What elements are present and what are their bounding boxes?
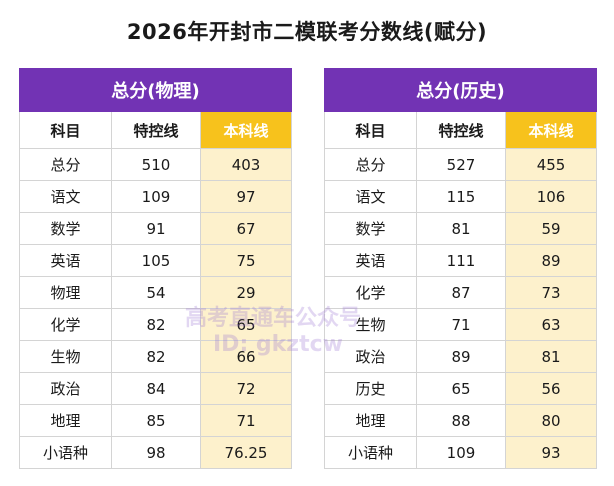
undergrad-line-cell: 76.25 xyxy=(199,436,293,469)
column-header-subject: 科目 xyxy=(324,111,417,149)
special-line-cell: 105 xyxy=(111,244,201,277)
undergrad-line-cell: 72 xyxy=(199,372,293,405)
special-line-cell: 111 xyxy=(416,244,506,277)
subject-cell: 化学 xyxy=(324,276,417,309)
undergrad-line-cell: 67 xyxy=(199,212,293,245)
column-header-special-line: 特控线 xyxy=(416,111,506,149)
undergrad-line-cell: 66 xyxy=(199,340,293,373)
special-line-cell: 98 xyxy=(111,436,201,469)
table-row: 小语种 98 76.25 xyxy=(19,436,293,469)
table-row: 生物 82 66 xyxy=(19,340,293,373)
column-header-special-line: 特控线 xyxy=(111,111,201,149)
special-line-cell: 54 xyxy=(111,276,201,309)
special-line-cell: 510 xyxy=(111,148,201,181)
undergrad-line-cell: 80 xyxy=(504,404,598,437)
undergrad-line-cell: 97 xyxy=(199,180,293,213)
table-row: 总分 510 403 xyxy=(19,148,293,181)
column-header-subject: 科目 xyxy=(19,111,112,149)
table-row: 总分 527 455 xyxy=(324,148,598,181)
undergrad-line-cell: 403 xyxy=(199,148,293,181)
table-row: 历史 65 56 xyxy=(324,372,598,405)
subject-cell: 化学 xyxy=(19,308,112,341)
subject-cell: 小语种 xyxy=(324,436,417,469)
table-row: 地理 88 80 xyxy=(324,404,598,437)
special-line-cell: 89 xyxy=(416,340,506,373)
special-line-cell: 84 xyxy=(111,372,201,405)
page-title: 2026年开封市二模联考分数线(赋分) xyxy=(126,20,488,44)
undergrad-line-cell: 75 xyxy=(199,244,293,277)
table-row: 英语 105 75 xyxy=(19,244,293,277)
table-band-title: 总分(历史) xyxy=(323,68,598,112)
subject-cell: 数学 xyxy=(19,212,112,245)
subject-cell: 地理 xyxy=(324,404,417,437)
special-line-cell: 82 xyxy=(111,308,201,341)
special-line-cell: 87 xyxy=(416,276,506,309)
subject-cell: 英语 xyxy=(19,244,112,277)
table-row: 物理 54 29 xyxy=(19,276,293,309)
special-line-cell: 85 xyxy=(111,404,201,437)
table-row: 小语种 109 93 xyxy=(324,436,598,469)
undergrad-line-cell: 73 xyxy=(504,276,598,309)
subject-cell: 总分 xyxy=(324,148,417,181)
special-line-cell: 71 xyxy=(416,308,506,341)
undergrad-line-cell: 93 xyxy=(504,436,598,469)
subject-cell: 英语 xyxy=(324,244,417,277)
table-row: 化学 87 73 xyxy=(324,276,598,309)
table-row: 数学 81 59 xyxy=(324,212,598,245)
subject-cell: 政治 xyxy=(324,340,417,373)
special-line-cell: 88 xyxy=(416,404,506,437)
special-line-cell: 82 xyxy=(111,340,201,373)
subject-cell: 历史 xyxy=(324,372,417,405)
subject-cell: 政治 xyxy=(19,372,112,405)
special-line-cell: 91 xyxy=(111,212,201,245)
subject-cell: 语文 xyxy=(19,180,112,213)
special-line-cell: 115 xyxy=(416,180,506,213)
undergrad-line-cell: 106 xyxy=(504,180,598,213)
table-row: 语文 115 106 xyxy=(324,180,598,213)
undergrad-line-cell: 56 xyxy=(504,372,598,405)
undergrad-line-cell: 65 xyxy=(199,308,293,341)
undergrad-line-cell: 71 xyxy=(199,404,293,437)
subject-cell: 总分 xyxy=(19,148,112,181)
table-row: 生物 71 63 xyxy=(324,308,598,341)
undergrad-line-cell: 29 xyxy=(199,276,293,309)
table-row: 地理 85 71 xyxy=(19,404,293,437)
subject-cell: 小语种 xyxy=(19,436,112,469)
undergrad-line-cell: 455 xyxy=(504,148,598,181)
undergrad-line-cell: 63 xyxy=(504,308,598,341)
special-line-cell: 81 xyxy=(416,212,506,245)
special-line-cell: 109 xyxy=(111,180,201,213)
subject-cell: 语文 xyxy=(324,180,417,213)
subject-cell: 数学 xyxy=(324,212,417,245)
special-line-cell: 109 xyxy=(416,436,506,469)
undergrad-line-cell: 89 xyxy=(504,244,598,277)
column-header-undergrad-line: 本科线 xyxy=(199,111,293,149)
table-band-title: 总分(物理) xyxy=(18,68,293,112)
table-row: 化学 82 65 xyxy=(19,308,293,341)
subject-cell: 物理 xyxy=(19,276,112,309)
table-row: 英语 111 89 xyxy=(324,244,598,277)
table-row: 数学 91 67 xyxy=(19,212,293,245)
subject-cell: 生物 xyxy=(19,340,112,373)
table-row: 政治 89 81 xyxy=(324,340,598,373)
subject-cell: 地理 xyxy=(19,404,112,437)
score-table-physics: 总分(物理) 科目 特控线 本科线 总分 510 403 语文 109 97 数学 91 67 英… xyxy=(18,68,293,469)
special-line-cell: 65 xyxy=(416,372,506,405)
table-row: 语文 109 97 xyxy=(19,180,293,213)
special-line-cell: 527 xyxy=(416,148,506,181)
undergrad-line-cell: 59 xyxy=(504,212,598,245)
table-row: 政治 84 72 xyxy=(19,372,293,405)
score-table-history: 总分(历史) 科目 特控线 本科线 总分 527 455 语文 115 106 数学 81 59… xyxy=(323,68,598,469)
column-header-undergrad-line: 本科线 xyxy=(504,111,598,149)
undergrad-line-cell: 81 xyxy=(504,340,598,373)
subject-cell: 生物 xyxy=(324,308,417,341)
